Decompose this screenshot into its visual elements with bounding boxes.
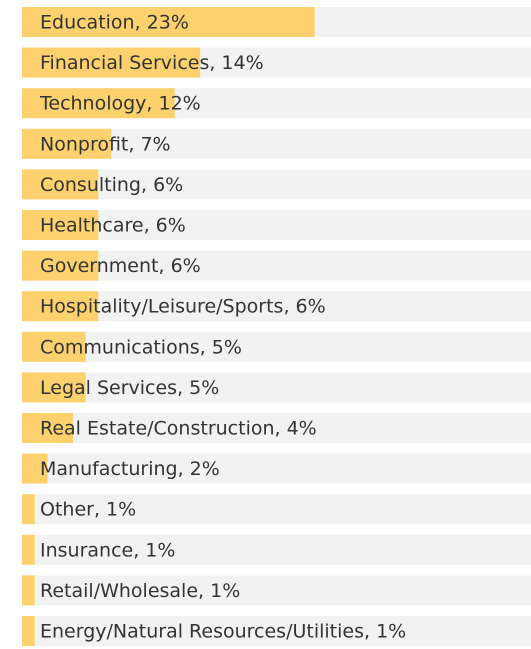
bar-track: [22, 453, 531, 484]
bar-track: [22, 494, 531, 525]
bar: [22, 534, 35, 565]
bar-track: [22, 575, 531, 606]
bar-label: Education, 23%: [40, 12, 189, 34]
bar-label: Consulting, 6%: [40, 174, 183, 196]
bar-track: [22, 210, 531, 240]
bar: [22, 331, 86, 362]
bar: [22, 210, 99, 240]
bar-track: [22, 250, 531, 281]
bar-track: [22, 291, 531, 322]
bar: [22, 7, 315, 37]
bar: [22, 413, 73, 443]
bar-track: [22, 616, 531, 646]
bar-label: Technology, 12%: [39, 93, 201, 115]
bar-track: [22, 169, 531, 200]
bar-label: Legal Services, 5%: [40, 377, 219, 399]
bar-label: Nonprofit, 7%: [40, 133, 171, 155]
bar-label: Manufacturing, 2%: [40, 458, 220, 480]
bar: [22, 169, 99, 200]
bar: [22, 47, 201, 78]
bar-label: Other, 1%: [40, 499, 136, 521]
bar-track: [22, 413, 531, 443]
bar-label: Government, 6%: [40, 255, 201, 277]
bar-label: Financial Services, 14%: [40, 52, 264, 74]
bar: [22, 250, 99, 281]
bar-track: [22, 534, 531, 565]
bar: [22, 291, 99, 322]
bar-label: Energy/Natural Resources/Utilities, 1%: [40, 621, 406, 643]
bar-label: Insurance, 1%: [40, 539, 175, 561]
bar-label: Hospitality/Leisure/Sports, 6%: [40, 296, 326, 318]
bar-label: Healthcare, 6%: [40, 215, 186, 237]
bar-track: [22, 331, 531, 362]
bar-label: Communications, 5%: [40, 336, 242, 358]
bar: [22, 88, 175, 119]
bar-label: Retail/Wholesale, 1%: [40, 580, 240, 602]
bar-label: Real Estate/Construction, 4%: [40, 418, 317, 440]
bar-track: [22, 372, 531, 403]
bar: [22, 616, 35, 646]
bar: [22, 494, 35, 525]
bar: [22, 372, 86, 403]
bar: [22, 453, 48, 484]
bar: [22, 128, 112, 159]
bar: [22, 575, 35, 606]
